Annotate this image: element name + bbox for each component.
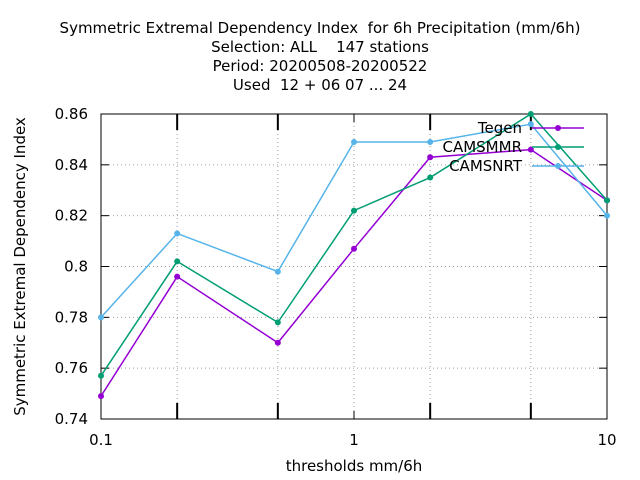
series-camsmmr — [98, 111, 610, 379]
y-tick-label: 0.8 — [64, 258, 88, 276]
data-point-camsmmr — [427, 174, 434, 181]
data-point-tegen — [427, 154, 434, 161]
data-point-tegen — [351, 245, 357, 252]
data-point-camsnrt — [351, 138, 357, 145]
data-point-camsnrt — [98, 314, 104, 321]
data-point-camsmmr — [274, 319, 281, 326]
data-point-camsnrt — [174, 230, 181, 237]
data-point-camsmmr — [351, 207, 357, 214]
data-point-camsnrt — [274, 268, 281, 275]
chart-title-line-1: Symmetric Extremal Dependency Index for … — [59, 19, 581, 37]
axis-ticks: 0.74 0.76 0.78 0.8 0.82 0.84 0.86 0.1 1 10 — [55, 105, 617, 449]
legend-label-tegen: Tegen — [477, 119, 522, 137]
data-point-tegen — [98, 393, 104, 400]
y-axis-label: Symmetric Extremal Dependency Index — [11, 117, 29, 416]
data-point-tegen — [274, 339, 281, 346]
y-tick-label: 0.82 — [55, 207, 88, 225]
x-tick-label: 10 — [597, 431, 616, 449]
series-line-camsmmr — [100, 113, 608, 377]
series-camsnrt — [98, 121, 610, 321]
x-axis-label: thresholds mm/6h — [286, 457, 423, 475]
series-group — [98, 111, 610, 400]
x-tick-label: 0.1 — [89, 431, 113, 449]
data-point-tegen — [527, 146, 534, 153]
data-point-camsmmr — [527, 111, 534, 117]
data-point-camsmmr — [174, 258, 181, 265]
data-point-camsmmr — [604, 197, 610, 204]
y-tick-label: 0.78 — [55, 308, 88, 326]
legend-marker-camsmmr — [555, 144, 561, 150]
y-tick-label: 0.76 — [55, 359, 88, 377]
y-tick-label: 0.86 — [55, 105, 88, 123]
data-point-tegen — [174, 273, 181, 280]
x-tick-label: 1 — [349, 431, 359, 449]
chart-title-line-3: Period: 20200508-20200522 — [212, 57, 428, 75]
y-tick-label: 0.84 — [55, 156, 88, 174]
y-tick-label: 0.74 — [55, 410, 88, 428]
legend-marker-camsnrt — [555, 163, 561, 169]
data-point-camsnrt — [427, 138, 434, 145]
series-line-camsnrt — [100, 123, 608, 318]
legend-label-camsnrt: CAMSNRT — [449, 157, 523, 175]
chart-title-line-4: Used 12 + 06 07 ... 24 — [232, 76, 408, 94]
data-point-camsnrt — [604, 212, 610, 219]
grid — [101, 114, 607, 419]
chart-title-line-2: Selection: ALL 147 stations — [211, 38, 429, 56]
legend-label-camsmmr: CAMSMMR — [442, 138, 522, 156]
legend-marker-tegen — [555, 125, 561, 131]
data-point-camsmmr — [98, 372, 104, 379]
data-point-camsnrt — [527, 121, 534, 128]
series-tegen — [98, 146, 610, 400]
